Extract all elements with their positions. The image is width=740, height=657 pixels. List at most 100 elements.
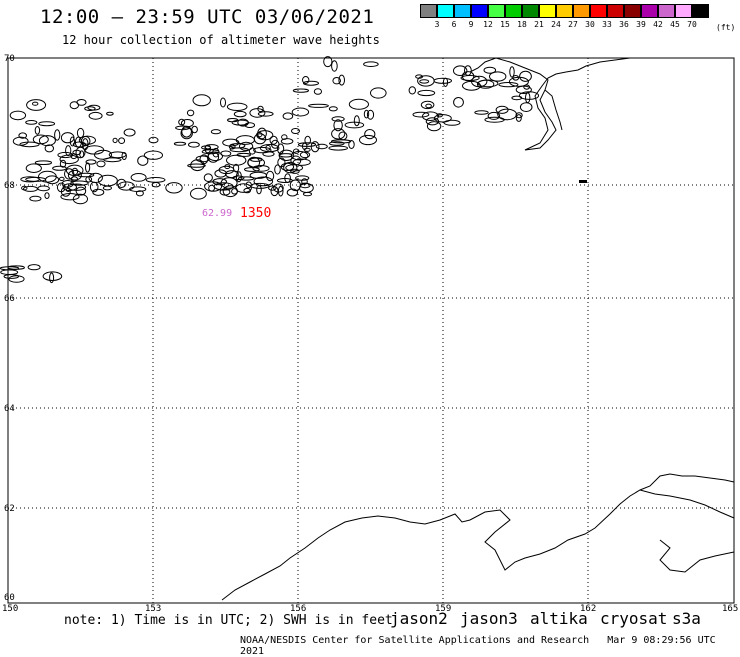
lon-label-156: 156 [290, 604, 306, 614]
lon-label-153: 153 [145, 604, 161, 614]
ice-contour [461, 71, 475, 82]
scale-label: 3 [434, 20, 440, 29]
ice-contour [75, 146, 86, 159]
ice-contour [220, 150, 232, 157]
wave-value-pink: 62.99 [202, 208, 232, 219]
ice-contour [295, 175, 310, 181]
ice-contour [425, 103, 432, 109]
wave-value-red: 1350 [240, 206, 271, 221]
ice-contour [290, 168, 300, 174]
ice-contour [292, 158, 311, 166]
scale-label: 39 [636, 20, 646, 29]
ice-contour [29, 195, 42, 202]
ice-contour [54, 129, 61, 141]
ice-contour [338, 131, 348, 141]
map-subtitle: 12 hour collection of altimeter wave hei… [62, 33, 380, 47]
ice-contour [137, 155, 149, 166]
ice-contour [292, 88, 309, 93]
ice-contour [515, 112, 523, 119]
ice-contour [94, 149, 112, 160]
ice-contour [370, 87, 387, 99]
ice-contour [269, 135, 278, 145]
ice-contour [78, 135, 97, 145]
ice-contour [70, 176, 79, 182]
ice-contour [487, 111, 501, 120]
ice-contour [180, 127, 193, 140]
scale-label: 9 [468, 20, 474, 29]
ice-contour [108, 151, 127, 159]
ice-contour [59, 159, 67, 168]
ice-contour [220, 97, 226, 108]
ice-contour [231, 188, 238, 195]
ice-contour [297, 142, 317, 147]
ice-contour [253, 133, 267, 145]
ice-contour [102, 185, 113, 191]
color-swatch [471, 4, 488, 18]
ice-contour [70, 180, 89, 186]
ice-contour-cells [0, 56, 540, 284]
ice-contour [130, 173, 147, 182]
ice-contour [237, 176, 255, 181]
color-swatch [522, 4, 539, 18]
ice-contour [283, 161, 298, 174]
ice-contour [222, 138, 240, 147]
ice-contour [3, 274, 20, 279]
ice-contour [253, 176, 274, 187]
ice-contour [77, 172, 95, 178]
ice-contour [231, 119, 250, 126]
satellite-jason2: jason2 [390, 609, 448, 628]
ice-contour [37, 185, 50, 192]
ice-contour [417, 89, 436, 97]
credit-line: NOAA/NESDIS Center for Satellite Applica… [240, 635, 740, 657]
color-swatch [624, 4, 641, 18]
ice-contour [474, 110, 489, 115]
ice-contour [281, 134, 288, 140]
ice-contour [32, 101, 39, 106]
ice-contour [277, 143, 285, 155]
ice-contour [44, 144, 54, 153]
ice-contour [85, 176, 93, 183]
ice-contour [12, 136, 29, 146]
ice-contour [9, 110, 27, 121]
color-swatch-row [420, 4, 709, 18]
ice-contour [60, 193, 80, 201]
ice-contour [25, 163, 42, 173]
ice-contour [364, 129, 376, 140]
ice-contour [222, 185, 238, 198]
ice-contour [218, 165, 235, 175]
ice-contour [45, 175, 60, 185]
lat-label-68: 68 [4, 181, 15, 191]
ice-contour [20, 176, 40, 183]
ice-contour [34, 160, 53, 165]
footer-note: note: 1) Time is in UTC; 2) SWH is in fe… [64, 613, 393, 628]
ice-contour [285, 164, 304, 172]
ice-contour [42, 271, 63, 282]
ice-contour [180, 119, 194, 128]
scale-label: 33 [602, 20, 612, 29]
color-scale-legend: 3 6 9 12 15 18 21 24 27 30 33 36 39 42 45 70 [420, 4, 709, 32]
color-swatch [675, 4, 692, 18]
ice-contour [363, 61, 379, 67]
ice-contour [304, 135, 312, 145]
ice-contour [65, 164, 84, 177]
ice-contour [59, 154, 79, 165]
satellite-altika: altika [530, 609, 588, 628]
ice-contour [203, 173, 213, 182]
color-swatch [556, 4, 573, 18]
ice-contour [512, 75, 520, 81]
color-swatch [641, 4, 658, 18]
ice-contour [332, 77, 342, 85]
ice-contour [274, 164, 281, 175]
ice-contour [190, 159, 205, 172]
ice-contour [286, 188, 299, 197]
river-inlet [544, 89, 563, 131]
ice-contour [18, 132, 28, 139]
ice-contour [225, 170, 239, 179]
ice-contour [118, 137, 126, 144]
scale-label: 18 [517, 20, 527, 29]
ice-contour [301, 178, 308, 185]
ice-contour [291, 128, 300, 134]
ice-contour [145, 177, 166, 183]
ice-contour [23, 185, 38, 192]
ice-contour [276, 178, 293, 183]
